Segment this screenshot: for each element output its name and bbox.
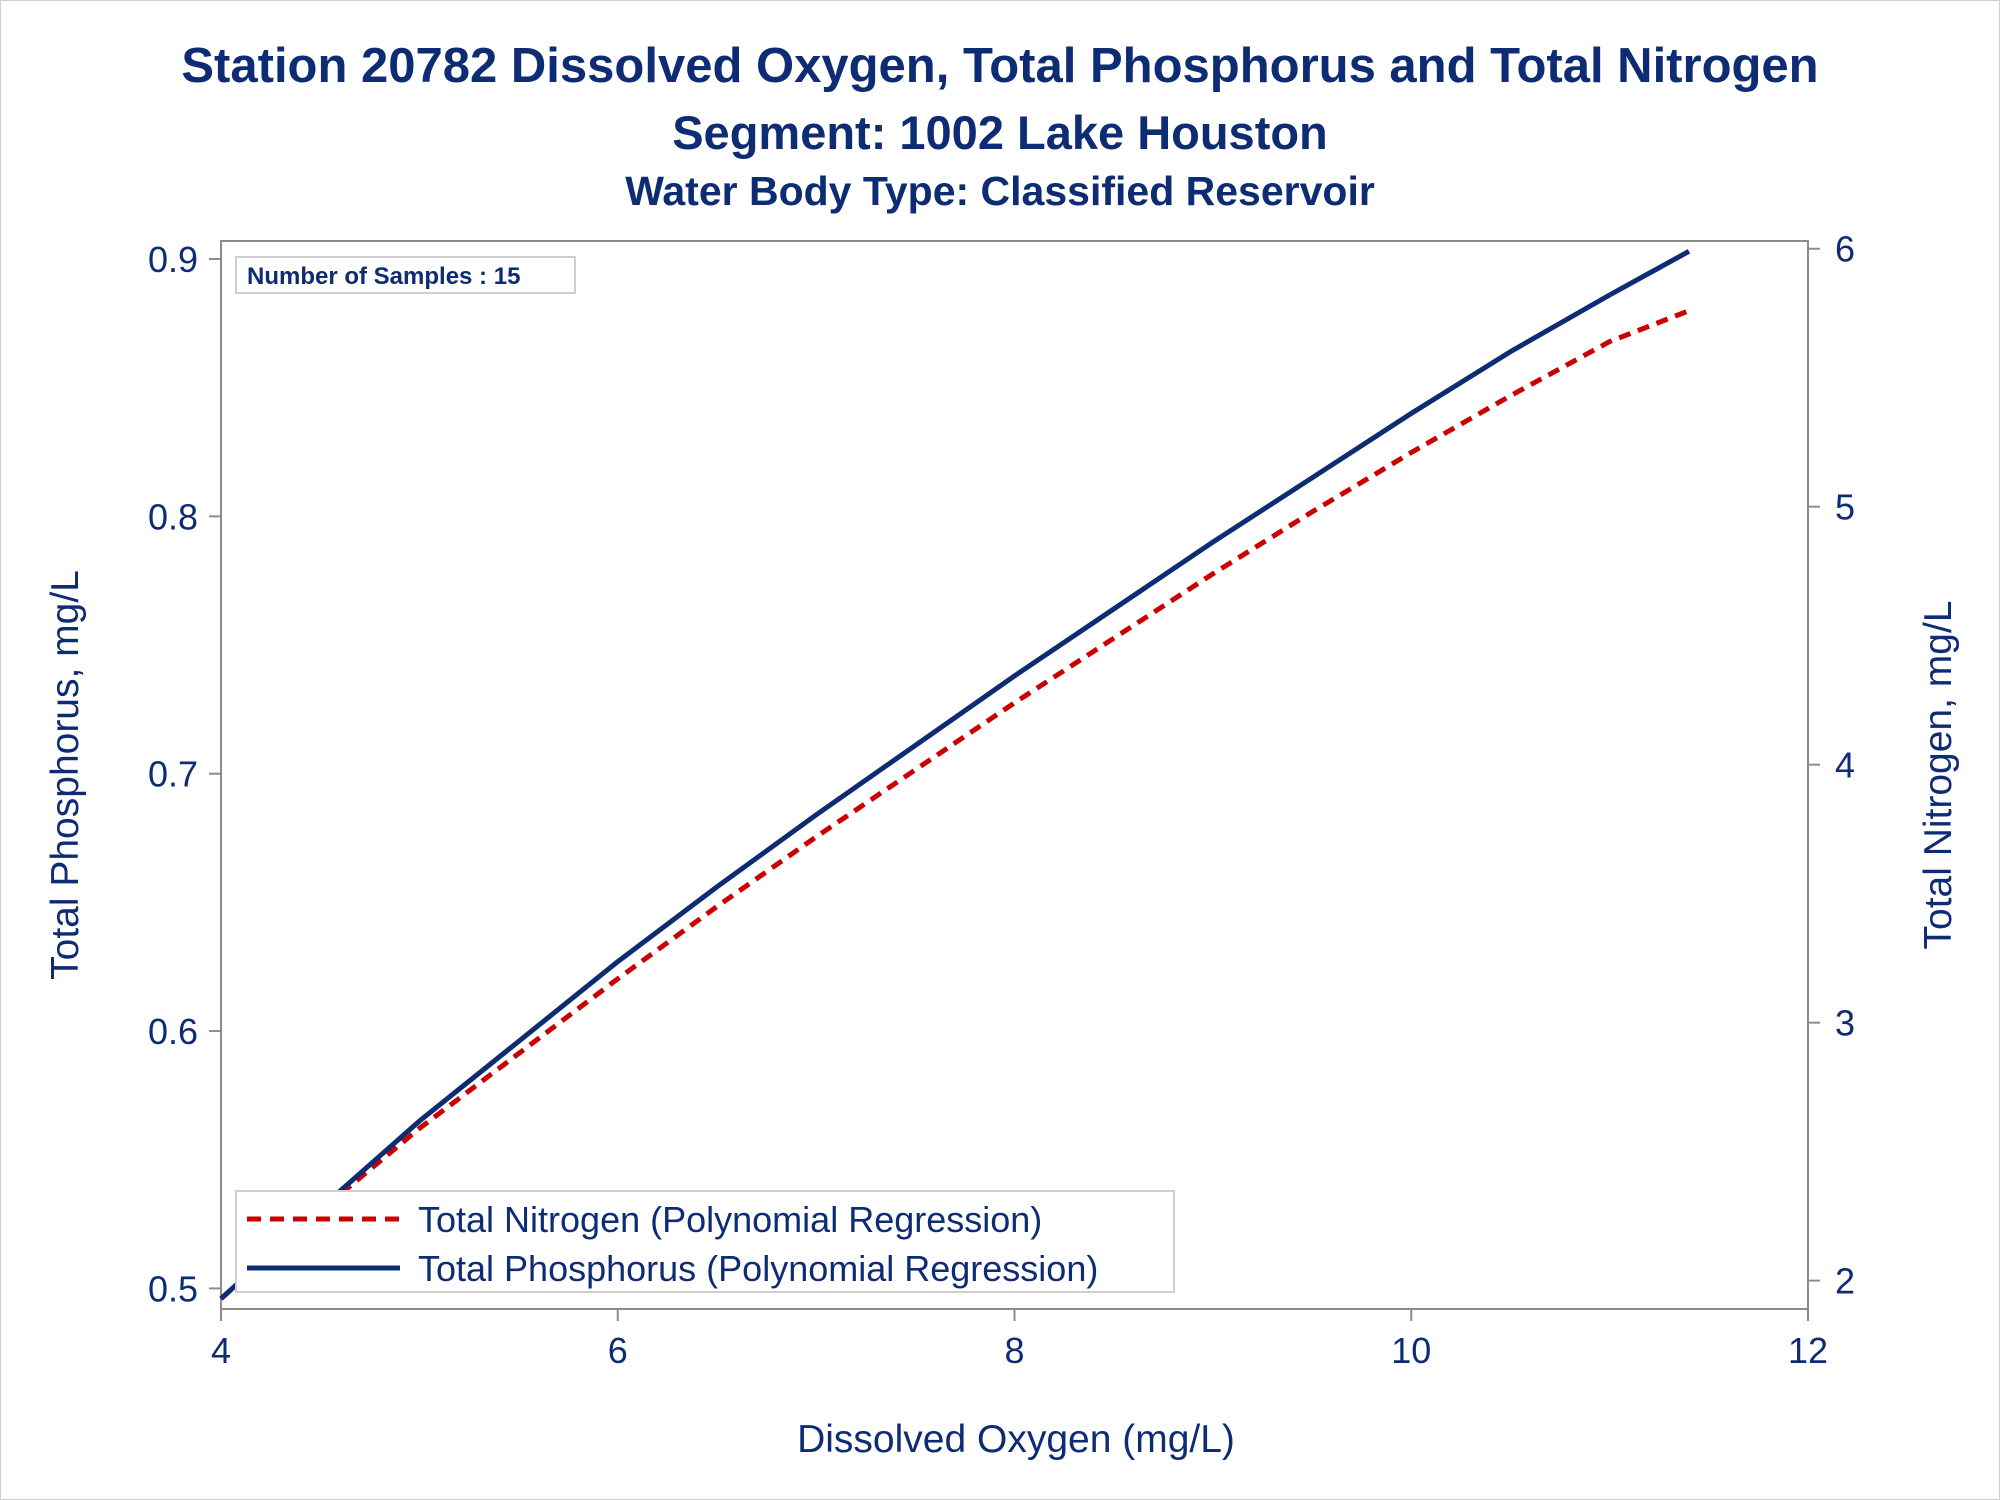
legend-border bbox=[235, 1190, 1175, 1293]
legend-label-nitrogen: Total Nitrogen (Polynomial Regression) bbox=[418, 1199, 1042, 1240]
y-tick-label: 0.9 bbox=[148, 239, 198, 280]
y2-axis-label: Total Nitrogen, mg/L bbox=[1917, 600, 1960, 949]
y-tick-label: 0.5 bbox=[148, 1268, 198, 1309]
sample-count-text: Number of Samples : 15 bbox=[247, 263, 520, 290]
chart-subtitle: Segment: 1002 Lake Houston bbox=[672, 106, 1328, 159]
y2-tick-label: 3 bbox=[1835, 1003, 1855, 1044]
x-tick-label: 12 bbox=[1788, 1330, 1828, 1371]
legend-label-phosphorus: Total Phosphorus (Polynomial Regression) bbox=[418, 1248, 1098, 1289]
series-line-nitrogen bbox=[219, 308, 1690, 1301]
legend: Total Nitrogen (Polynomial Regression) T… bbox=[235, 1190, 1175, 1293]
x-axis: 4 6 8 10 12 bbox=[211, 1309, 1828, 1371]
series-layer bbox=[219, 249, 1691, 1301]
x-tick-label: 4 bbox=[211, 1330, 231, 1371]
y-tick-label: 0.8 bbox=[148, 496, 198, 537]
x-tick-label: 8 bbox=[1004, 1330, 1024, 1371]
y2-tick-label: 6 bbox=[1835, 229, 1855, 270]
y2-tick-label: 5 bbox=[1835, 487, 1855, 528]
y-axis-label: Total Phosphorus, mg/L bbox=[44, 570, 87, 980]
sample-count-border bbox=[235, 256, 576, 294]
series-line-phosphorus bbox=[219, 249, 1691, 1301]
y-axis-right: 2 3 4 5 6 bbox=[1808, 229, 1855, 1302]
x-tick-label: 10 bbox=[1391, 1330, 1431, 1371]
sample-count-box: Number of Samples : 15 bbox=[235, 256, 576, 294]
y2-tick-label: 2 bbox=[1835, 1261, 1855, 1302]
y-axis-left: 0.5 0.6 0.7 0.8 0.9 bbox=[148, 239, 221, 1309]
y-tick-label: 0.7 bbox=[148, 754, 198, 795]
x-axis-label: Dissolved Oxygen (mg/L) bbox=[797, 1418, 1235, 1461]
y-tick-label: 0.6 bbox=[148, 1011, 198, 1052]
chart-title: Station 20782 Dissolved Oxygen, Total Ph… bbox=[181, 39, 1819, 93]
y2-tick-label: 4 bbox=[1835, 745, 1855, 786]
x-tick-label: 6 bbox=[608, 1330, 628, 1371]
plot-area bbox=[220, 240, 1809, 1310]
chart-subtitle-2: Water Body Type: Classified Reservoir bbox=[625, 168, 1375, 214]
